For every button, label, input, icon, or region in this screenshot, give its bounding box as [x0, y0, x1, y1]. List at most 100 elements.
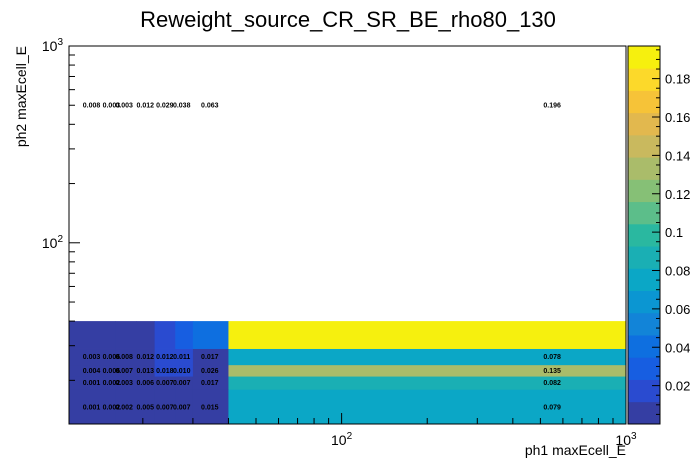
cell-value-label: 0.015	[201, 405, 219, 412]
cell-value-label: 0.082	[543, 380, 561, 387]
heatmap-cell	[115, 321, 137, 349]
cell-value-label: 0.013	[137, 368, 155, 375]
cell-value-label: 0.008	[115, 354, 133, 361]
heatmap-cell	[136, 348, 156, 366]
heatmap-cell	[154, 348, 176, 366]
cell-value-label: 0.003	[83, 354, 101, 361]
cell-value-label: 0.007	[156, 380, 174, 387]
heatmap-cell	[115, 389, 137, 425]
heatmap-cell	[192, 348, 229, 366]
x-axis-label: ph1 maxEcell_E	[525, 442, 626, 458]
colorbar-band	[628, 401, 660, 425]
colorbar-band	[628, 290, 660, 314]
heatmap-cell	[192, 364, 229, 377]
colorbar-tick-label: 0.08	[665, 264, 690, 279]
colorbar-band	[628, 268, 660, 291]
colorbar-tick-label: 0.06	[665, 302, 690, 317]
colorbar-band	[628, 379, 660, 403]
x-tick-label: 103	[615, 431, 637, 448]
cell-value-label: 0.012	[137, 354, 155, 361]
colorbar-band	[628, 112, 660, 136]
y-axis-label: ph2 maxEcell_E	[13, 46, 29, 147]
heatmap-cell	[154, 376, 176, 390]
cell-value-label: 0.078	[543, 354, 561, 361]
cell-value-label: 0.006	[103, 354, 121, 361]
cell-value-label: 0.026	[201, 368, 219, 375]
heatmap-cell	[69, 364, 116, 377]
heatmap-cell	[154, 364, 176, 377]
cell-value-label: 0.135	[543, 368, 561, 375]
cell-value-label: 0.001	[83, 405, 101, 412]
heatmap-cell	[175, 364, 194, 377]
colorbar-band	[628, 68, 660, 91]
cell-value-label: 0.012	[137, 103, 155, 110]
colorbar-tick-label: 0.14	[665, 148, 690, 163]
colorbar-band	[628, 90, 660, 114]
heatmap-cell	[69, 376, 116, 390]
cell-value-label: 0.004	[83, 368, 101, 375]
heatmap-cell	[154, 389, 176, 425]
plot-frame	[68, 45, 627, 425]
cell-value-label: 0.006	[103, 368, 121, 375]
colorbar-band	[628, 134, 660, 158]
colorbar-band	[628, 223, 660, 247]
cell-value-label: 0.002	[103, 405, 121, 412]
heatmap-cell	[136, 376, 156, 390]
cell-value-label: 0.063	[201, 103, 219, 110]
cell-value-label: 0.002	[115, 405, 133, 412]
heatmap-cell	[175, 389, 194, 425]
colorbar-tick-label: 0.18	[665, 72, 690, 87]
cell-value-label: 0.196	[543, 103, 561, 110]
heatmap-cell	[69, 348, 116, 366]
cell-value-label: 0.007	[115, 368, 133, 375]
cell-value-label: 0.003	[115, 103, 133, 110]
heatmap-cell	[192, 389, 229, 425]
heatmap-cell	[228, 376, 627, 390]
cell-value-label: 0.018	[156, 368, 174, 375]
cell-value-label: 0.003	[103, 103, 121, 110]
x-tick-label: 102	[331, 431, 353, 448]
heatmap-cell	[136, 321, 156, 349]
heatmap-cell	[175, 348, 194, 366]
heatmap-cell	[69, 321, 116, 349]
colorbar-band	[628, 246, 660, 269]
cell-value-label: 0.011	[173, 354, 190, 361]
heatmap-cell	[136, 389, 156, 425]
heatmap-cells	[69, 321, 627, 425]
colorbar-frame	[627, 45, 661, 425]
cell-value-label: 0.001	[83, 380, 101, 387]
heatmap-cell	[175, 376, 194, 390]
colorbar-band	[628, 201, 660, 225]
colorbar-band	[628, 46, 660, 69]
heatmap-cell	[175, 321, 194, 349]
cell-value-label: 0.038	[173, 103, 191, 110]
y-tick-label: 103	[42, 37, 64, 54]
cell-value-label: 0.017	[201, 380, 219, 387]
heatmap-cell	[228, 348, 627, 366]
colorbar-band	[628, 179, 660, 203]
heatmap-cell	[115, 376, 137, 390]
colorbar-tick-label: 0.12	[665, 187, 690, 202]
cell-value-label: 0.005	[137, 405, 155, 412]
cell-value-label: 0.007	[173, 405, 191, 412]
cell-value-label: 0.008	[83, 103, 101, 110]
axis-ticks: 102 103 102 103	[42, 37, 637, 448]
colorbar-band	[628, 312, 660, 336]
colorbar-tick-label: 0.1	[665, 225, 683, 240]
chart-title: Reweight_source_CR_SR_BE_rho80_130	[140, 7, 556, 32]
heatmap-cell	[228, 321, 627, 349]
y-tick-label: 102	[42, 234, 64, 251]
colorbar-tick-label: 0.04	[665, 340, 690, 355]
cell-value-label: 0.003	[115, 380, 133, 387]
colorbar-band	[628, 157, 660, 180]
colorbar-band	[628, 335, 660, 358]
heatmap-cell	[136, 364, 156, 377]
heatmap-cell	[192, 376, 229, 390]
colorbar-tick-label: 0.16	[665, 110, 690, 125]
colorbar-tick-label: 0.02	[665, 379, 690, 394]
cell-value-label: 0.006	[137, 380, 155, 387]
cell-value-label: 0.002	[103, 380, 121, 387]
cell-value-label: 0.017	[201, 354, 219, 361]
heatmap-cell	[228, 364, 627, 377]
